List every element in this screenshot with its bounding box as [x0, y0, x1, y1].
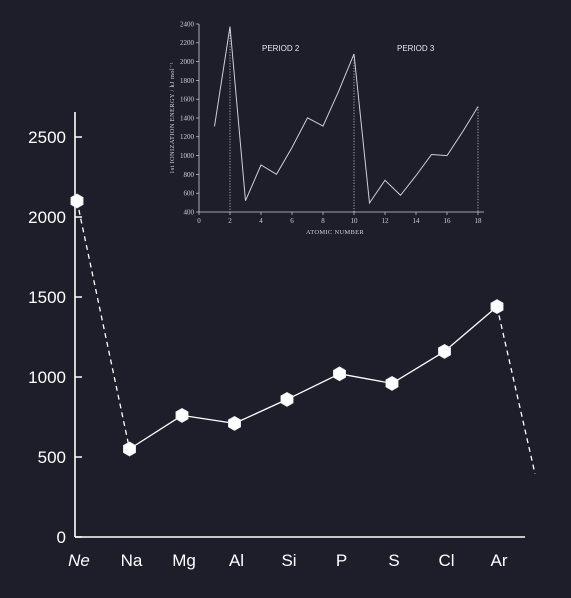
inset-annotation-period-2: PERIOD 2 [262, 44, 300, 53]
inset-x-tick-label: 16 [444, 217, 452, 225]
inset-y-tick-label: 1400 [180, 114, 195, 122]
main-y-tick-label: 500 [38, 448, 66, 467]
inset-y-tick-label: 400 [184, 208, 195, 216]
inset-y-tick-label: 1000 [180, 152, 195, 160]
inset-y-tick-label: 1800 [180, 77, 195, 85]
inset-x-ticks: 0 2 4 6 8 10 12 14 16 18 [197, 212, 482, 225]
main-y-tick-label: 2500 [28, 128, 66, 147]
main-x-tick-label: Al [229, 551, 244, 570]
inset-x-tick-label: 6 [290, 217, 294, 225]
main-x-tick-label: P [336, 551, 347, 570]
inset-x-tick-label: 10 [351, 217, 359, 225]
main-data-point-ar [490, 299, 504, 315]
inset-x-tick-label: 0 [197, 217, 201, 225]
inset-x-tick-label: 8 [321, 217, 325, 225]
main-x-tick-label: Ne [68, 551, 90, 570]
main-x-tick-label: S [388, 551, 399, 570]
inset-annotation-period-3: PERIOD 3 [397, 44, 435, 53]
inset-axes [198, 24, 484, 213]
main-line-segment [391, 350, 445, 384]
main-data-point-cl [438, 343, 451, 359]
main-data-point-mg [175, 407, 189, 423]
main-x-tick-label: Ar [491, 551, 508, 570]
main-y-tick-label: 2000 [28, 208, 66, 227]
inset-series-line [214, 26, 479, 205]
main-line-segment-continuation [496, 306, 536, 474]
main-data-point-na [123, 441, 136, 457]
inset-y-tick-label: 800 [184, 171, 195, 179]
main-line-segment [286, 373, 340, 400]
main-series-points [70, 193, 504, 457]
main-line-segment [181, 414, 235, 425]
main-x-tick-label: Cl [438, 551, 454, 570]
main-y-tick-label: 1000 [28, 368, 66, 387]
main-line-segment [234, 398, 288, 424]
main-axes [74, 112, 525, 538]
inset-y-tick-label: 2400 [180, 20, 195, 28]
main-series-line [76, 200, 536, 474]
inset-y-axis-label: 1st IONIZATION ENERGY / kJ mol⁻¹ [169, 62, 176, 174]
inset-y-ticks: 400 600 800 1000 1200 1400 1600 1800 2000 2200 240… [180, 20, 199, 216]
inset-y-tick-label: 1600 [180, 96, 195, 104]
main-data-point-al [228, 415, 241, 431]
main-x-tick-label: Mg [172, 551, 196, 570]
main-line-segment [76, 200, 131, 450]
main-line-segment [444, 306, 498, 352]
inset-x-tick-label: 4 [259, 217, 263, 225]
main-line-segment [129, 414, 183, 450]
main-y-tick-label: 1500 [28, 288, 66, 307]
main-data-point-si [280, 391, 294, 407]
inset-x-axis-label: ATOMIC NUMBER [306, 229, 364, 236]
main-data-point-s [385, 375, 399, 391]
main-y-tick-label: 0 [57, 528, 66, 547]
inset-series-polyline [214, 26, 479, 205]
main-line-segment [339, 373, 393, 385]
inset-y-tick-label: 2200 [180, 39, 195, 47]
inset-y-tick-label: 600 [184, 190, 195, 198]
main-data-point-p [333, 366, 346, 382]
main-x-tick-label: Na [121, 551, 143, 570]
main-y-ticks: 0 500 1000 1500 2000 2500 [28, 128, 82, 547]
inset-y-tick-label: 1200 [180, 133, 195, 141]
main-x-tick-label: Si [281, 551, 296, 570]
inset-x-tick-label: 2 [228, 217, 232, 225]
inset-period-guides [229, 26, 479, 212]
inset-y-tick-label: 2000 [180, 58, 195, 66]
inset-x-tick-label: 18 [475, 217, 483, 225]
inset-x-tick-label: 12 [382, 217, 390, 225]
inset-x-tick-label: 14 [413, 217, 421, 225]
main-data-point-ne [70, 193, 84, 209]
main-x-ticks: Ne Na Mg Al Si P S Cl Ar [68, 551, 508, 570]
